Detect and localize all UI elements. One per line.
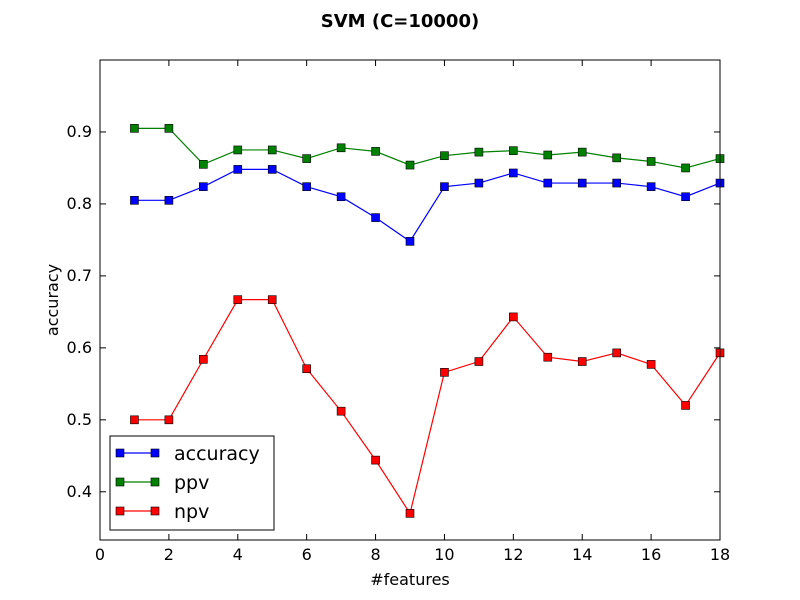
data-point-accuracy <box>509 168 518 178</box>
data-point-npv <box>199 355 208 364</box>
data-point-ppv <box>612 153 621 163</box>
data-point-accuracy <box>681 192 690 202</box>
data-point-accuracy <box>233 165 243 174</box>
data-point-accuracy <box>267 165 277 174</box>
x-tick-label: 12 <box>503 545 523 564</box>
chart-title: SVM (C=10000) <box>321 11 479 32</box>
data-point-accuracy <box>164 196 174 205</box>
series-line-ppv <box>134 127 721 169</box>
data-point-npv <box>646 360 656 369</box>
data-point-accuracy <box>371 213 380 222</box>
data-point-ppv <box>509 146 518 155</box>
data-point-ppv <box>233 145 243 155</box>
legend-marker-accuracy <box>150 448 160 458</box>
data-point-npv <box>233 295 243 304</box>
data-point-npv <box>612 348 621 358</box>
legend-marker-ppv <box>150 477 160 487</box>
data-point-npv <box>267 295 277 304</box>
data-point-accuracy <box>612 178 621 188</box>
legend-marker-accuracy <box>115 448 125 458</box>
axis-ticks: 0 2 4 6 8 10 12 14 16 18 0.4 0.5 0.6 0.7 0.8 0.9 <box>67 60 730 564</box>
x-axis-label: #features <box>370 570 450 589</box>
data-point-ppv <box>681 163 690 173</box>
legend-box <box>109 435 275 531</box>
data-point-npv <box>302 364 311 374</box>
legend-marker-ppv <box>115 477 125 487</box>
legend-label-ppv: ppv <box>174 472 209 494</box>
data-point-accuracy <box>543 178 553 188</box>
data-point-npv <box>130 415 139 425</box>
data-point-ppv <box>371 147 380 156</box>
data-point-accuracy <box>646 182 656 191</box>
data-point-ppv <box>440 151 449 161</box>
data-point-accuracy <box>577 178 587 188</box>
data-point-npv <box>474 357 484 366</box>
y-tick-label: 0.6 <box>67 338 92 357</box>
data-point-npv <box>509 312 518 322</box>
series-layer <box>130 124 725 518</box>
data-point-accuracy <box>405 237 415 246</box>
data-point-accuracy <box>336 192 346 202</box>
data-point-npv <box>405 509 415 518</box>
x-tick-label: 2 <box>164 545 174 564</box>
data-point-ppv <box>543 150 553 160</box>
y-tick-label: 0.5 <box>67 410 92 429</box>
legend-marker-npv <box>115 506 125 516</box>
x-tick-label: 0 <box>95 545 105 564</box>
x-tick-label: 18 <box>710 545 730 564</box>
data-point-npv <box>440 368 449 377</box>
x-tick-label: 8 <box>370 545 380 564</box>
series-line-npv <box>134 299 721 515</box>
data-point-ppv <box>199 160 208 169</box>
x-tick-label: 10 <box>434 545 454 564</box>
data-point-accuracy <box>199 182 208 191</box>
legend-marker-npv <box>150 506 160 516</box>
data-point-ppv <box>474 147 484 157</box>
y-tick-label: 0.8 <box>67 194 92 213</box>
data-point-ppv <box>164 124 174 133</box>
data-point-accuracy <box>302 182 311 191</box>
legend: accuracy ppv npv <box>109 435 275 531</box>
plot-frame <box>99 59 721 541</box>
data-point-npv <box>577 357 587 366</box>
data-point-accuracy <box>130 196 139 205</box>
y-tick-label: 0.7 <box>67 266 92 285</box>
data-point-npv <box>681 401 690 410</box>
x-tick-label: 6 <box>302 545 312 564</box>
data-point-ppv <box>405 160 415 170</box>
y-axis-label: accuracy <box>43 264 62 336</box>
data-point-ppv <box>130 124 139 133</box>
x-tick-label: 14 <box>572 545 592 564</box>
data-point-npv <box>543 352 553 362</box>
data-point-accuracy <box>440 182 449 191</box>
x-tick-label: 4 <box>233 545 243 564</box>
y-tick-label: 0.4 <box>67 482 92 501</box>
data-point-ppv <box>267 145 277 155</box>
series-line-accuracy <box>134 168 721 243</box>
data-point-ppv <box>577 147 587 157</box>
data-point-accuracy <box>474 178 484 188</box>
x-tick-label: 16 <box>641 545 661 564</box>
y-tick-label: 0.9 <box>67 122 92 141</box>
data-point-npv <box>164 415 174 425</box>
data-point-ppv <box>336 143 346 153</box>
series-ppv <box>130 124 725 173</box>
data-point-npv <box>336 406 346 416</box>
data-point-ppv <box>646 157 656 166</box>
legend-label-npv: npv <box>174 501 209 523</box>
data-point-npv <box>371 455 380 465</box>
data-point-ppv <box>302 154 311 163</box>
legend-label-accuracy: accuracy <box>174 443 260 465</box>
